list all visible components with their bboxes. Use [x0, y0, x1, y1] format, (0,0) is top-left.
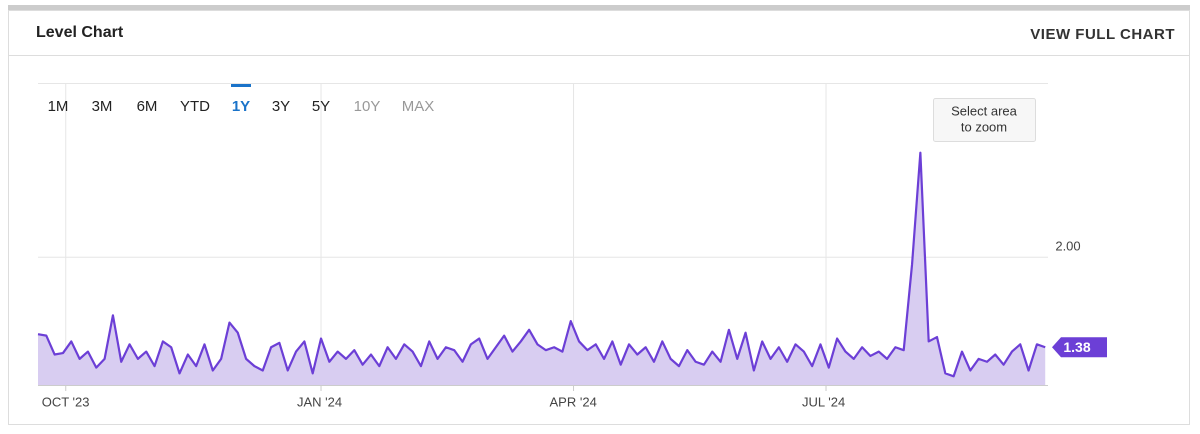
range-button[interactable]: 5Y	[312, 98, 330, 115]
range-button: 10Y	[354, 98, 381, 115]
card-title: Level Chart	[36, 24, 124, 41]
zoom-hint: to zoom	[961, 119, 1007, 134]
card	[8, 10, 1190, 425]
line	[37, 151, 1046, 378]
plot: OCT '23 JAN '24 APR '24 JUL '24 2.00 1.38	[37, 83, 1107, 409]
x-tick-label: OCT '23	[42, 394, 90, 409]
last-value-badge	[1052, 337, 1107, 358]
x-tick-label: APR '24	[550, 394, 597, 409]
last-value-label: 1.38	[1063, 339, 1090, 355]
zoom-hint: Select area	[951, 103, 1018, 118]
x-tick-label: JAN '24	[297, 394, 342, 409]
y-tick-label: 2.00	[1055, 239, 1080, 254]
range-button[interactable]: 3Y	[272, 98, 290, 115]
top-bar	[8, 5, 1190, 11]
x-tick-label: JUL '24	[802, 394, 845, 409]
range-selector: 1M 3M 6M YTD 1Y 3Y 5Y 10Y MAX	[48, 84, 435, 115]
range-button: MAX	[402, 98, 435, 115]
area	[38, 152, 1046, 385]
range-button[interactable]: 1M	[48, 98, 69, 115]
range-button[interactable]: YTD	[180, 98, 210, 115]
view-full-chart[interactable]: VIEW FULL CHART	[1030, 26, 1175, 43]
range-button[interactable]: 1Y	[232, 98, 250, 115]
range-button[interactable]: 3M	[92, 98, 113, 115]
range-button[interactable]: 6M	[137, 98, 158, 115]
range-selected-indicator	[231, 84, 251, 87]
zoom-hint-box	[933, 98, 1036, 142]
